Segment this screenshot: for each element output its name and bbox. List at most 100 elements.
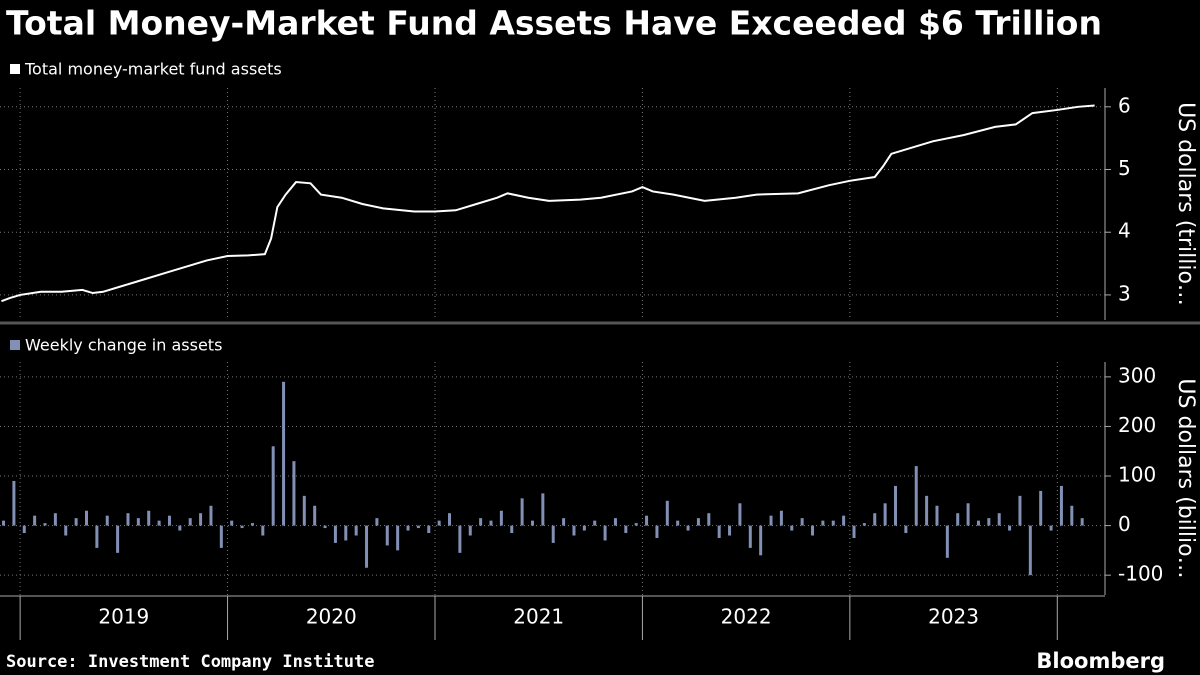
- bar: [468, 525, 472, 536]
- bar: [676, 520, 680, 526]
- bar: [873, 513, 877, 526]
- bar: [613, 518, 617, 526]
- bar: [458, 525, 462, 553]
- bar: [1039, 490, 1043, 526]
- bar: [74, 518, 78, 526]
- y-tick-label: 5: [1118, 156, 1131, 180]
- y-axis-label: US dollars (trillio…: [1173, 102, 1198, 306]
- bar: [541, 493, 545, 526]
- bar: [219, 525, 223, 548]
- bar: [385, 525, 389, 546]
- bar: [945, 525, 949, 558]
- bar: [800, 518, 804, 526]
- bar: [375, 518, 379, 526]
- bar: [22, 525, 26, 534]
- bar: [292, 461, 296, 526]
- bar: [634, 523, 638, 526]
- legend-label: Total money-market fund assets: [24, 60, 282, 79]
- bar: [84, 510, 88, 526]
- bar: [987, 518, 991, 526]
- bar: [53, 513, 57, 526]
- bar: [365, 525, 369, 568]
- bar: [126, 513, 130, 526]
- bar: [593, 520, 597, 526]
- bar: [842, 515, 846, 526]
- bar: [416, 525, 420, 529]
- bar: [976, 520, 980, 526]
- bar: [582, 525, 586, 531]
- bar: [520, 498, 524, 526]
- x-tick-label: 2020: [306, 605, 357, 629]
- y-tick-label: 6: [1118, 93, 1131, 117]
- bar: [271, 446, 275, 526]
- bar: [852, 525, 856, 538]
- source: Source: Investment Company Institute: [6, 652, 374, 672]
- bar: [1049, 525, 1053, 531]
- bar: [530, 520, 534, 526]
- bar: [344, 525, 348, 541]
- bar: [105, 515, 109, 526]
- bar: [448, 513, 452, 526]
- bar: [696, 518, 700, 526]
- bar: [479, 518, 483, 526]
- bar: [302, 495, 306, 526]
- brand: Bloomberg: [1036, 649, 1165, 673]
- bar: [645, 515, 649, 526]
- y-tick-label: 3: [1118, 281, 1131, 305]
- bar: [240, 525, 244, 529]
- bar: [914, 466, 918, 526]
- bar: [1080, 518, 1084, 526]
- bar: [230, 520, 234, 526]
- bar: [904, 525, 908, 534]
- x-tick-label: 2019: [98, 605, 149, 629]
- bar: [95, 525, 99, 548]
- bar: [33, 515, 37, 526]
- bar: [1008, 525, 1012, 531]
- bar: [935, 505, 939, 526]
- bar: [1059, 485, 1063, 526]
- bar: [209, 505, 213, 526]
- bar: [43, 523, 47, 526]
- bar: [883, 503, 887, 526]
- bar: [1018, 495, 1022, 526]
- bar: [64, 525, 68, 536]
- x-tick-label: 2021: [513, 605, 564, 629]
- bar: [12, 480, 16, 526]
- bar: [167, 515, 171, 526]
- bar: [748, 525, 752, 548]
- bar: [572, 525, 576, 536]
- bar: [686, 525, 690, 531]
- y-tick-label: -100: [1118, 562, 1163, 586]
- bar: [396, 525, 400, 551]
- bar: [427, 525, 431, 534]
- line: [1, 104, 1095, 303]
- bar: [116, 525, 120, 553]
- legend-label: Weekly change in assets: [25, 336, 222, 355]
- bar: [717, 525, 721, 538]
- bar: [261, 525, 265, 536]
- bar: [831, 520, 835, 526]
- bar: [655, 525, 659, 538]
- bar: [323, 525, 327, 529]
- bar: [489, 520, 493, 526]
- bar: [779, 510, 783, 526]
- bar: [562, 518, 566, 526]
- bar: [157, 520, 161, 526]
- y-tick-label: 100: [1118, 463, 1156, 487]
- bar: [759, 525, 763, 556]
- chart-title: Total Money-Market Fund Assets Have Exce…: [6, 4, 1102, 43]
- legend-swatch: [10, 64, 20, 74]
- bar: [199, 513, 203, 526]
- bar: [738, 503, 742, 526]
- x-tick-label: 2022: [721, 605, 772, 629]
- bar: [406, 525, 410, 531]
- bar: [313, 505, 317, 526]
- legend-swatch: [10, 340, 20, 350]
- bar: [136, 518, 140, 526]
- bar: [147, 510, 151, 526]
- bar: [956, 513, 960, 526]
- bar: [603, 525, 607, 541]
- y-axis-label: US dollars (billio…: [1173, 378, 1198, 578]
- bar: [707, 513, 711, 526]
